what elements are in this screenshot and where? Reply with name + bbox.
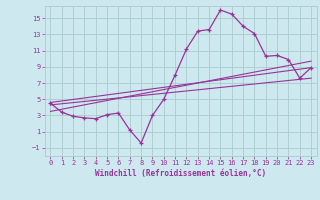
X-axis label: Windchill (Refroidissement éolien,°C): Windchill (Refroidissement éolien,°C) (95, 169, 266, 178)
